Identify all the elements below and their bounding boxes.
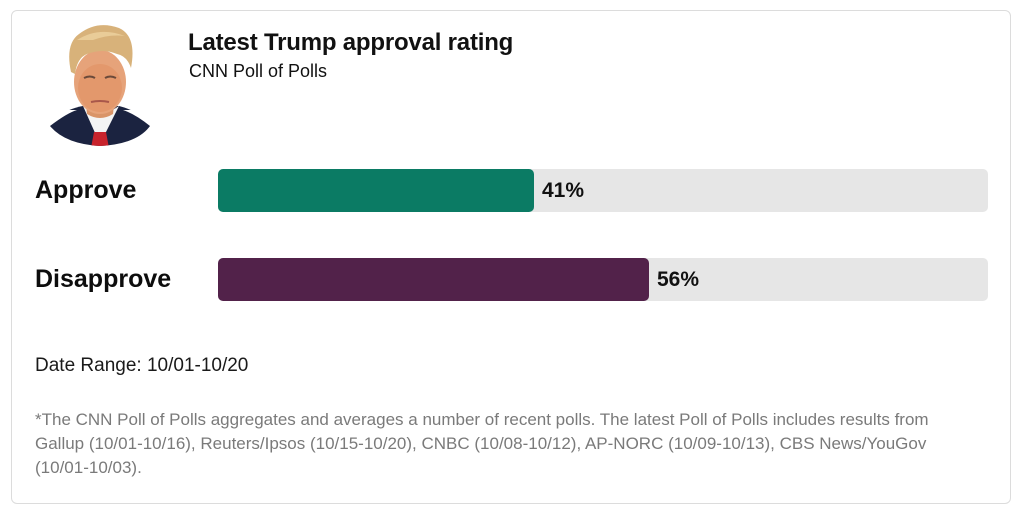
approve-bar <box>218 169 534 212</box>
tie-shape <box>91 132 109 146</box>
approve-bar-track: 41% <box>218 169 988 212</box>
portrait-image <box>50 25 150 146</box>
date-range: Date Range: 10/01-10/20 <box>35 355 249 376</box>
chart-subtitle: CNN Poll of Polls <box>189 61 328 81</box>
disapprove-value-label: 56% <box>657 268 700 291</box>
disapprove-bar <box>218 258 649 301</box>
chart-title: Latest Trump approval rating <box>188 29 514 56</box>
approve-value-label: 41% <box>542 179 585 202</box>
disapprove-bar-track: 56% <box>218 258 988 301</box>
methodology-footnote: *The CNN Poll of Polls aggregates and av… <box>35 410 929 477</box>
approve-label: Approve <box>35 176 137 204</box>
disapprove-label: Disapprove <box>35 265 172 293</box>
poll-card <box>11 10 1011 504</box>
